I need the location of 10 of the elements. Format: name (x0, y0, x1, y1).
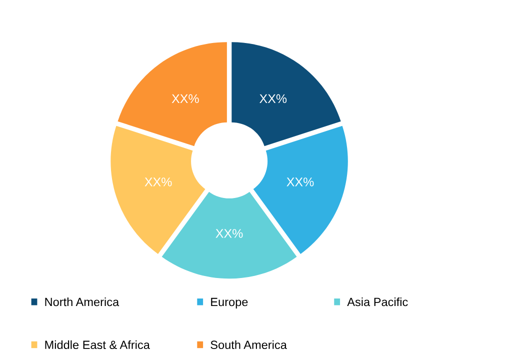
data-label: XX% (144, 178, 172, 186)
data-label: XX% (286, 178, 314, 186)
data-label: XX% (172, 94, 199, 104)
legend-label: South America (210, 340, 287, 350)
legend-label: Middle East & Africa (45, 340, 150, 350)
legend-label: North America (45, 297, 120, 306)
legend-label: Europe (211, 298, 248, 308)
data-label: XX% (260, 94, 287, 104)
data-label: XX% (216, 229, 243, 238)
legend-label: Asia Pacific (347, 297, 408, 306)
